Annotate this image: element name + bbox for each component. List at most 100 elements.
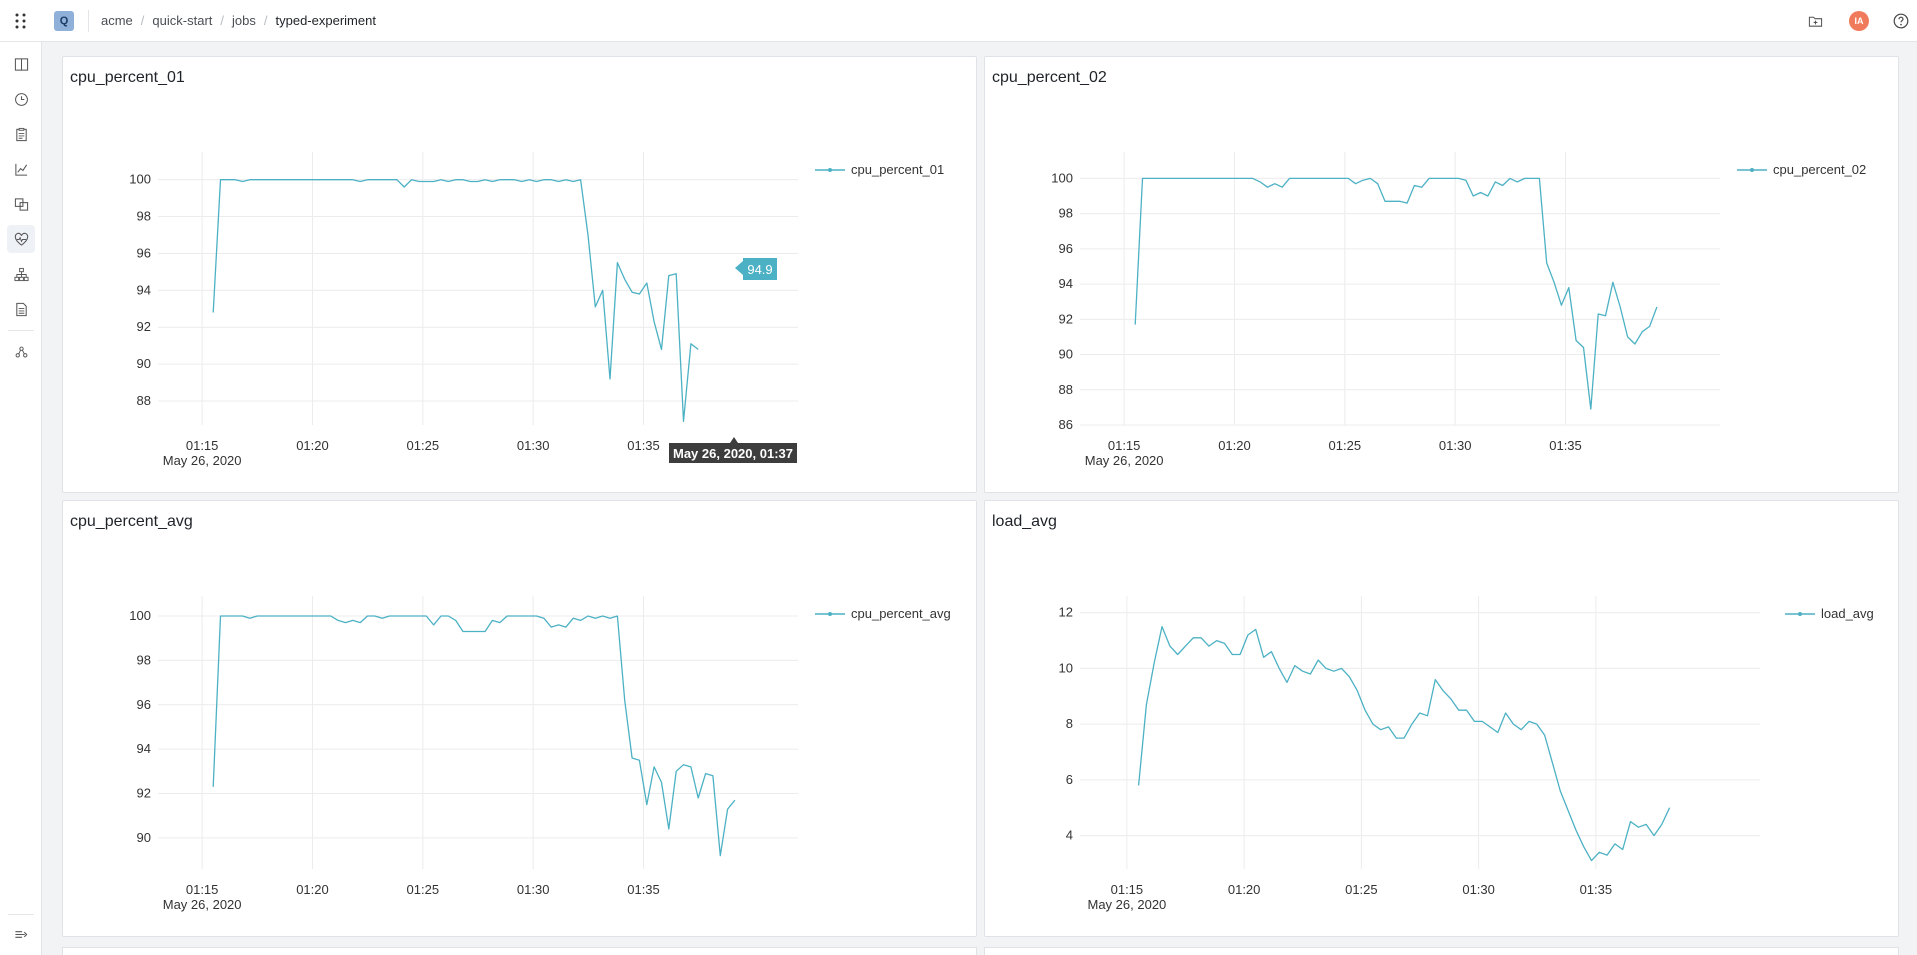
breadcrumb-jobs[interactable]: jobs [232,13,256,28]
folder-icon [1808,16,1822,27]
series-line-cpu_percent_01[interactable] [212,179,699,422]
sidebar-item-compare[interactable] [7,190,35,218]
x-tick-label: 01:15 [1108,438,1141,453]
breadcrumb-owner[interactable]: acme [101,13,133,28]
chart-title: cpu_percent_02 [992,69,1107,86]
hierarchy-icon [13,267,29,281]
chart-title: cpu_percent_01 [70,69,185,86]
sidebar-item-logs[interactable] [7,120,35,148]
x-tick-label: 01:35 [1580,882,1613,897]
legend[interactable]: cpu_percent_01 [815,162,944,177]
x-tick-label: 01:20 [1228,882,1261,897]
help-icon [1893,13,1909,29]
tooltip-value-box [743,258,777,280]
header-actions: IA [1805,0,1917,42]
graph-nodes-icon [15,346,27,357]
x-axis-date-label: May 26, 2020 [163,453,242,468]
legend-label: cpu_percent_01 [851,162,944,177]
x-tick-label: 01:35 [627,438,660,453]
top-bar: Q acme / quick-start / jobs / typed-expe… [0,0,1917,42]
series-line-load_avg[interactable] [1137,625,1671,862]
chart-panel-load-avg: load_avg 4 6 8 10 12 01:15 01:20 01:25 01:30 01:3… [984,500,1899,937]
line-chart-cpu-percent-02[interactable]: 86 88 90 92 94 96 98 100 01:15 01:20 01:25 01:30 01:… [985,57,1900,494]
breadcrumb-current[interactable]: typed-experiment [275,13,376,28]
breadcrumb-separator: / [263,13,268,28]
x-tick-label: 01:25 [1329,438,1362,453]
hover-tooltip: 94.9 May 26, 2020, 01:37 [669,258,797,463]
tooltip-time-box [669,443,797,463]
series-line-cpu_percent_avg[interactable] [212,615,736,857]
legend-label: cpu_percent_avg [851,606,951,621]
line-chart-cpu-percent-01[interactable]: 88 90 92 94 96 98 100 01:15 01:20 01:25 01:30 01:35… [63,57,978,494]
series-line-cpu_percent_02[interactable] [1134,177,1658,410]
sidebar-item-artifacts[interactable] [7,295,35,323]
sidebar-item-history[interactable] [7,85,35,113]
y-tick-label: 92 [137,319,151,334]
x-tick-label: 01:35 [1549,438,1582,453]
sidebar-item-metrics[interactable] [7,155,35,183]
legend-marker [828,612,832,616]
line-chart-cpu-percent-avg[interactable]: 90 92 94 96 98 100 01:15 01:20 01:25 01:30 01:35 Ma… [63,501,978,938]
legend-label: cpu_percent_02 [1773,162,1866,177]
sidebar-item-resources[interactable] [7,225,35,253]
legend[interactable]: cpu_percent_avg [815,606,951,621]
y-tick-label: 6 [1066,772,1073,787]
x-tick-label: 01:15 [1111,882,1144,897]
clipboard-icon [15,127,27,141]
tooltip-value-pointer [735,261,743,275]
y-tick-label: 88 [137,393,151,408]
y-tick-label: 100 [1051,170,1073,185]
x-tick-label: 01:30 [517,438,550,453]
line-chart-load-avg[interactable]: 4 6 8 10 12 01:15 01:20 01:25 01:30 01:35 May 26, … [985,501,1900,938]
x-tick-label: 01:30 [1462,882,1495,897]
app-logo[interactable]: Q [54,10,74,31]
breadcrumb-separator: / [220,13,225,28]
x-tick-label: 01:20 [296,882,329,897]
y-tick-label: 86 [1059,417,1073,432]
y-tick-label: 90 [137,356,151,371]
y-tick-label: 96 [137,245,151,260]
y-tick-label: 96 [137,697,151,712]
y-tick-label: 8 [1066,716,1073,731]
x-tick-label: 01:15 [186,882,219,897]
chart-panel-cpu-percent-01: cpu_percent_01 88 90 92 94 96 98 100 01:15 01:20… [62,56,977,493]
tooltip-time-pointer [730,437,738,443]
y-tick-label: 4 [1066,828,1073,843]
y-tick-label: 100 [129,172,151,187]
legend-label: load_avg [1821,606,1874,621]
x-axis-date-label: May 26, 2020 [1085,453,1164,468]
sidebar [0,42,42,955]
legend[interactable]: cpu_percent_02 [1737,162,1866,177]
chart-icon [14,163,27,176]
avatar[interactable]: IA [1849,11,1869,31]
x-axis-date-label: May 26, 2020 [1088,897,1167,912]
sidebar-item-lineage[interactable] [7,260,35,288]
sidebar-item-graph[interactable] [7,338,35,366]
y-tick-label: 90 [1059,347,1073,362]
folder-button[interactable] [1805,11,1825,31]
chart-title: load_avg [992,513,1057,530]
expand-sidebar-button[interactable] [7,920,35,948]
y-tick-label: 96 [1059,241,1073,256]
sidebar-item-overview[interactable] [7,50,35,78]
y-tick-label: 90 [137,830,151,845]
heartbeat-icon [14,232,28,246]
x-tick-label: 01:15 [186,438,219,453]
history-icon [14,92,28,106]
x-tick-label: 01:35 [627,882,660,897]
header-divider [88,9,89,32]
document-icon [15,302,27,316]
breadcrumb: acme / quick-start / jobs / typed-experi… [101,13,376,28]
compare-icon [14,197,28,211]
breadcrumb-separator: / [140,13,145,28]
x-tick-label: 01:25 [407,882,440,897]
sidebar-divider [8,330,34,331]
y-tick-label: 94 [137,741,151,756]
y-tick-label: 98 [137,209,151,224]
apps-menu-button[interactable] [0,0,42,42]
legend[interactable]: load_avg [1785,606,1874,621]
chart-panel-next [984,947,1899,955]
help-button[interactable] [1891,11,1911,31]
breadcrumb-project[interactable]: quick-start [152,13,213,28]
x-axis-date-label: May 26, 2020 [163,897,242,912]
